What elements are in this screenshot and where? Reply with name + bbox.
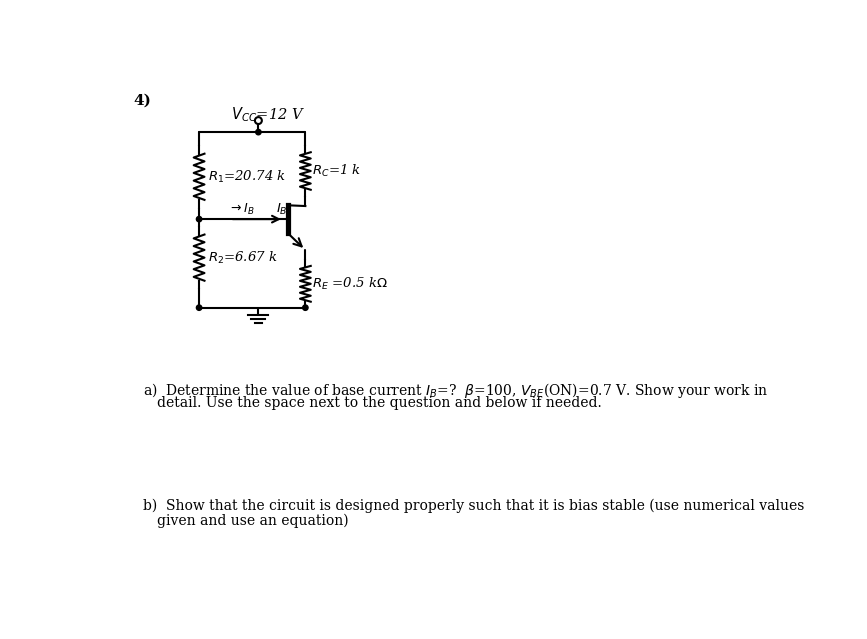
Circle shape: [303, 305, 308, 311]
Text: $R_2$=6.67 k: $R_2$=6.67 k: [207, 250, 277, 266]
Text: a)  Determine the value of base current $I_B$=?  $\beta$=100, $V_{BE}$(ON)=0.7 V: a) Determine the value of base current $…: [143, 381, 768, 400]
Text: given and use an equation): given and use an equation): [157, 514, 349, 528]
Text: $I_B$: $I_B$: [276, 201, 288, 217]
Text: detail. Use the space next to the question and below if needed.: detail. Use the space next to the questi…: [157, 396, 602, 410]
Circle shape: [197, 217, 202, 222]
Circle shape: [256, 130, 261, 135]
Text: b)  Show that the circuit is designed properly such that it is bias stable (use : b) Show that the circuit is designed pro…: [143, 498, 805, 513]
Text: $\rightarrow I_B$: $\rightarrow I_B$: [228, 201, 255, 217]
Text: $R_E$ =0.5 k$\Omega$: $R_E$ =0.5 k$\Omega$: [311, 276, 388, 292]
Circle shape: [197, 305, 202, 311]
Text: $R_C$=1 k: $R_C$=1 k: [311, 163, 361, 179]
Text: $R_1$=20.74 k: $R_1$=20.74 k: [207, 169, 285, 185]
Text: 4): 4): [134, 94, 152, 107]
Text: $V_{CC}$=12 V: $V_{CC}$=12 V: [231, 105, 304, 124]
